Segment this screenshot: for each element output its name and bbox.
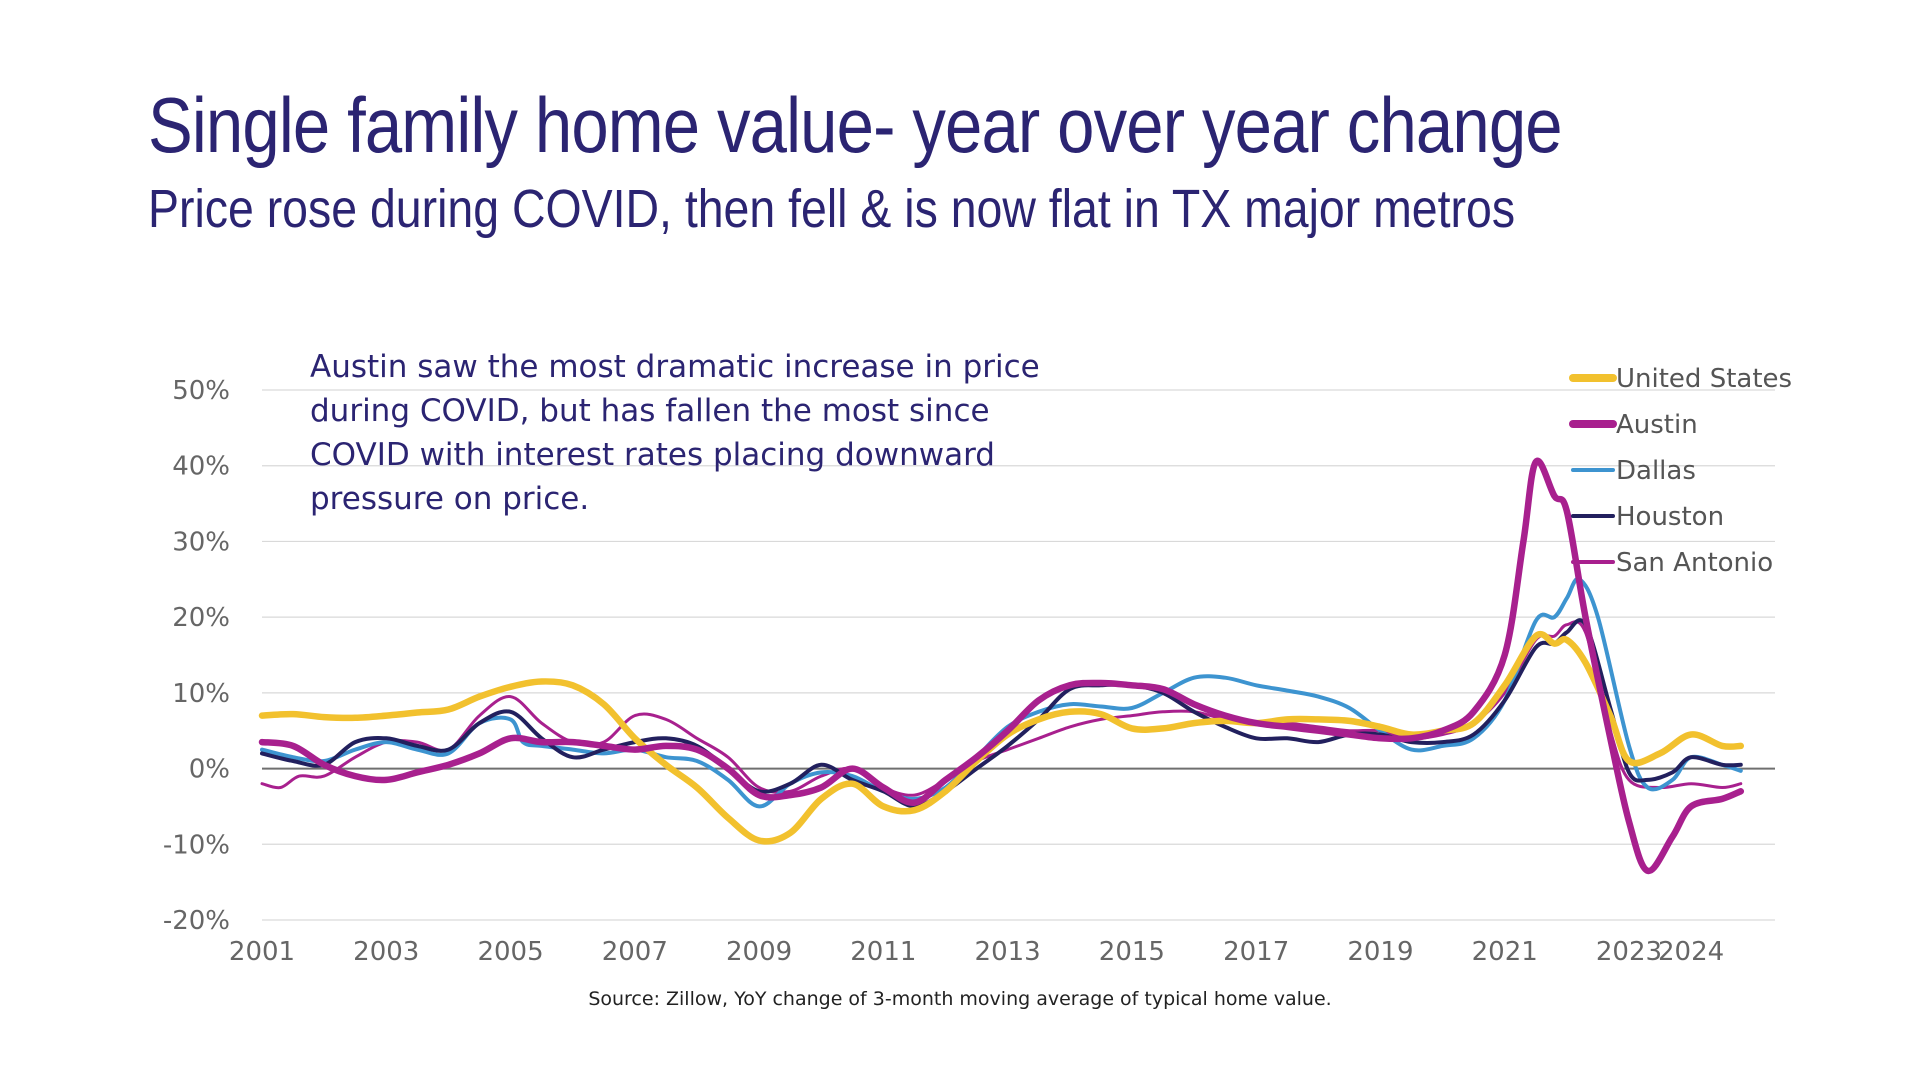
series-line-united-states bbox=[258, 630, 1745, 845]
source-note: Source: Zillow, YoY change of 3-month mo… bbox=[588, 988, 1332, 1010]
x-axis-labels: 2001 2003 2005 2007 2009 2011 2013 2015 2017 2019… bbox=[229, 937, 1724, 967]
legend-label-houston: Houston bbox=[1616, 502, 1724, 532]
y-tick-label: 20% bbox=[172, 603, 230, 633]
x-tick-label: 2024 bbox=[1658, 937, 1724, 967]
legend-label-united-states: United States bbox=[1616, 364, 1792, 394]
series-lines bbox=[258, 457, 1745, 875]
chart-annotation: Austin saw the most dramatic increase in… bbox=[310, 349, 1040, 517]
page-title: Single family home value- year over year… bbox=[148, 81, 1563, 169]
x-tick-label: 2009 bbox=[726, 937, 792, 967]
series-line-houston bbox=[260, 618, 1743, 809]
x-tick-label: 2013 bbox=[975, 937, 1041, 967]
y-tick-label: 50% bbox=[172, 376, 230, 406]
page-subtitle: Price rose during COVID, then fell & is … bbox=[148, 179, 1516, 239]
y-tick-label: -10% bbox=[163, 830, 230, 860]
legend: United States Austin Dallas Houston San Anto… bbox=[1569, 364, 1792, 578]
x-tick-label: 2001 bbox=[229, 937, 295, 967]
y-tick-label: 0% bbox=[189, 755, 230, 785]
x-tick-label: 2023 bbox=[1596, 937, 1662, 967]
y-tick-label: 30% bbox=[172, 527, 230, 557]
x-tick-label: 2015 bbox=[1099, 937, 1165, 967]
x-tick-label: 2011 bbox=[850, 937, 916, 967]
y-tick-label: 40% bbox=[172, 452, 230, 482]
grid-lines bbox=[262, 389, 1775, 921]
x-tick-label: 2021 bbox=[1472, 937, 1538, 967]
x-tick-label: 2019 bbox=[1347, 937, 1413, 967]
legend-label-san-antonio: San Antonio bbox=[1616, 548, 1773, 578]
x-tick-label: 2007 bbox=[602, 937, 668, 967]
x-tick-label: 2017 bbox=[1223, 937, 1289, 967]
y-axis-labels: 50% 40% 30% 20% 10% 0% -10% -20% bbox=[163, 376, 230, 936]
y-tick-label: 10% bbox=[172, 679, 230, 709]
series-line-austin bbox=[258, 457, 1745, 875]
y-tick-label: -20% bbox=[163, 906, 230, 936]
series-line-san-antonio bbox=[260, 620, 1743, 797]
legend-label-dallas: Dallas bbox=[1616, 456, 1696, 486]
legend-label-austin: Austin bbox=[1616, 410, 1698, 440]
x-tick-label: 2003 bbox=[353, 937, 419, 967]
x-tick-label: 2005 bbox=[477, 937, 543, 967]
